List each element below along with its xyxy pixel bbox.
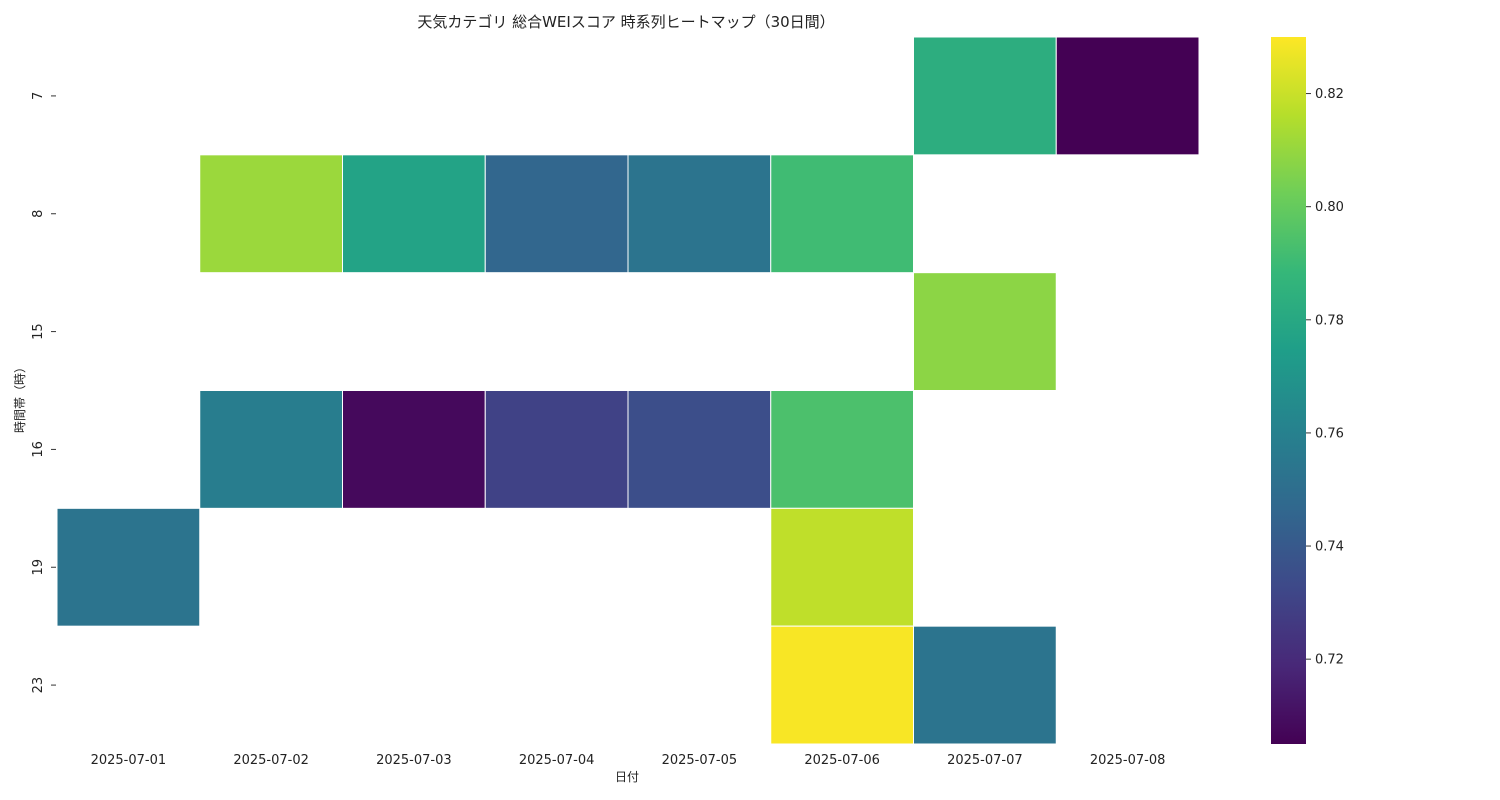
x-tick-label: 2025-07-04 — [519, 753, 595, 768]
heatmap-cell — [770, 625, 914, 745]
colorbar-tick-label: 0.76 — [1315, 426, 1344, 441]
heatmap-cell — [342, 154, 486, 274]
x-axis-ticks: 2025-07-01 2025-07-02 2025-07-03 2025-07-04… — [91, 753, 1166, 768]
x-tick-label: 2025-07-07 — [947, 753, 1023, 768]
colorbar-tick-label: 0.72 — [1315, 653, 1344, 668]
y-tick-label: 23 — [31, 677, 46, 694]
y-tick-label: 15 — [31, 323, 46, 340]
colorbar-tick-label: 0.82 — [1315, 87, 1344, 102]
heatmap-cell — [913, 625, 1057, 745]
x-tick-label: 2025-07-01 — [91, 753, 167, 768]
y-tick-label: 19 — [31, 559, 46, 576]
x-tick-label: 2025-07-06 — [804, 753, 880, 768]
chart-title: 天気カテゴリ 総合WEIスコア 時系列ヒートマップ（30日間） — [417, 13, 834, 31]
y-tick-label: 16 — [31, 441, 46, 458]
colorbar-tick-label: 0.80 — [1315, 200, 1344, 215]
colorbar-ticks: 0.72 0.74 0.76 0.78 0.80 0.82 — [1306, 87, 1344, 668]
x-tick-label: 2025-07-02 — [233, 753, 309, 768]
heatmap-cell — [770, 507, 914, 627]
x-tick-label: 2025-07-08 — [1090, 753, 1166, 768]
heatmap-cell — [484, 154, 629, 274]
x-axis-label: 日付 — [615, 770, 639, 784]
heatmap-cell — [56, 507, 201, 627]
heatmap-cell — [484, 390, 629, 509]
x-tick-label: 2025-07-03 — [376, 753, 452, 768]
heatmap-cell — [770, 390, 914, 509]
heatmap-cell — [770, 154, 914, 274]
heatmap-cell — [199, 154, 343, 274]
colorbar — [1271, 37, 1306, 744]
x-tick-label: 2025-07-05 — [662, 753, 738, 768]
heatmap-cell — [342, 390, 486, 509]
heatmap-cell — [913, 272, 1057, 391]
y-tick-label: 8 — [31, 210, 46, 218]
heatmap-cell — [627, 390, 772, 509]
heatmap-cell — [913, 36, 1057, 156]
colorbar-tick-label: 0.78 — [1315, 313, 1344, 328]
heatmap-cells — [56, 36, 1200, 745]
heatmap-cell — [627, 154, 772, 274]
y-axis-label: 時間帯（時） — [13, 361, 27, 433]
y-axis-ticks: 7 8 15 16 19 23 — [31, 92, 56, 694]
heatmap-cell — [1055, 36, 1200, 156]
heatmap-cell — [199, 390, 343, 509]
y-tick-label: 7 — [31, 92, 46, 100]
colorbar-tick-label: 0.74 — [1315, 540, 1344, 555]
